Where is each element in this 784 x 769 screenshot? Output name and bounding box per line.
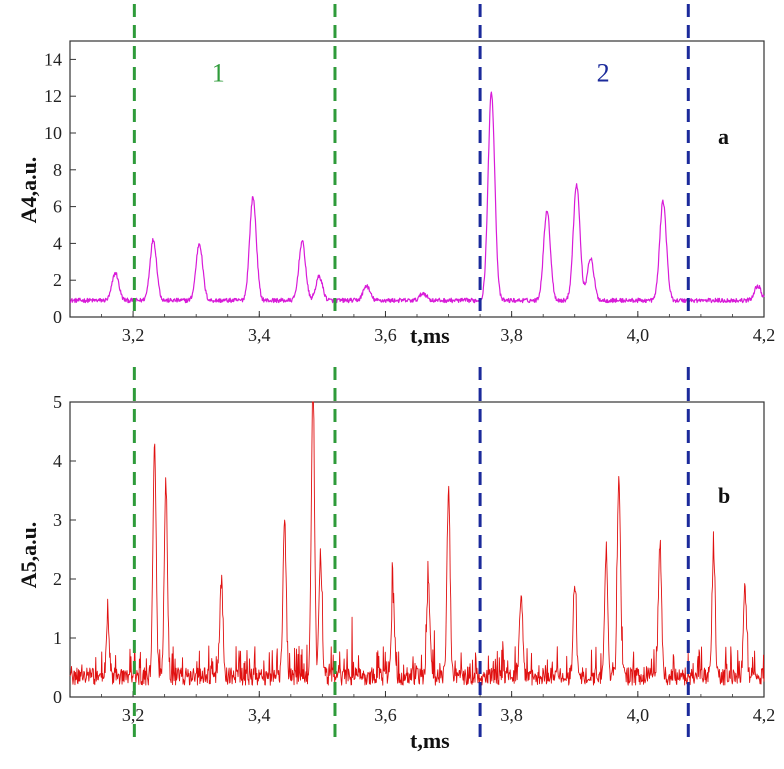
y-tick-label-b: 3 [53, 510, 62, 530]
series-group-b [69, 401, 765, 686]
x-tick-label-a: 3,2 [122, 325, 145, 345]
y-tick-label-a: 8 [53, 160, 62, 180]
y-tick-label-a: 10 [44, 123, 62, 143]
x-tick-label-a: 4,2 [753, 325, 776, 345]
x-tick-label-b: 4,2 [753, 705, 776, 725]
x-tick-label-b: 3,6 [374, 705, 397, 725]
y-tick-label-b: 0 [53, 687, 62, 707]
axis-ticks-b [69, 401, 765, 698]
vlines-a [132, 4, 690, 319]
plot-frame-b [69, 401, 765, 698]
x-tick-label-a: 3,4 [248, 325, 271, 345]
y-tick-label-b: 2 [53, 569, 62, 589]
y-tick-label-a: 4 [53, 233, 62, 253]
axis-ticks-a [69, 58, 765, 318]
panel-letter-b: b [718, 483, 730, 508]
series-line-A5 [69, 401, 765, 686]
y-tick-label-a: 0 [53, 307, 62, 327]
y-tick-label-a: 6 [53, 197, 62, 217]
vlines-b [132, 367, 690, 742]
y-tick-label-b: 4 [53, 451, 62, 471]
region-label-1: 1 [212, 58, 225, 87]
x-tick-label-a: 3,8 [500, 325, 523, 345]
x-axis-title-a: t,ms [410, 323, 450, 348]
y-axis-title-a: A4,a.u. [16, 157, 41, 224]
y-tick-label-a: 14 [44, 49, 62, 69]
x-tick-label-b: 4,0 [627, 705, 650, 725]
x-tick-label-b: 3,4 [248, 705, 271, 725]
plot-frame-a [69, 40, 765, 318]
y-tick-label-b: 1 [53, 628, 62, 648]
region-label-2: 2 [597, 58, 610, 87]
y-tick-label-a: 12 [44, 86, 62, 106]
series-line-A4 [69, 91, 765, 304]
x-axis-title-b: t,ms [410, 728, 450, 753]
y-axis-title-b: A5,a.u. [16, 522, 41, 589]
series-group-a [69, 91, 765, 304]
x-tick-label-a: 4,0 [627, 325, 650, 345]
x-tick-label-a: 3,6 [374, 325, 397, 345]
y-tick-label-b: 5 [53, 392, 62, 412]
x-tick-label-b: 3,8 [500, 705, 523, 725]
y-tick-label-a: 2 [53, 270, 62, 290]
panel-letter-a: a [718, 124, 729, 149]
